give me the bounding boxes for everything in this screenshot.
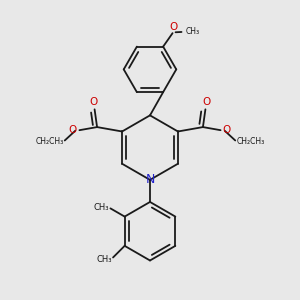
Text: CH₃: CH₃ [97, 255, 112, 264]
Text: O: O [69, 125, 77, 135]
Text: CH₃: CH₃ [186, 27, 200, 36]
Text: O: O [169, 22, 178, 32]
Text: N: N [145, 173, 155, 186]
Text: O: O [222, 125, 231, 135]
Text: O: O [90, 97, 98, 107]
Text: O: O [202, 97, 210, 107]
Text: CH₃: CH₃ [93, 203, 109, 212]
Text: CH₂CH₃: CH₂CH₃ [36, 137, 64, 146]
Text: CH₂CH₃: CH₂CH₃ [236, 137, 264, 146]
